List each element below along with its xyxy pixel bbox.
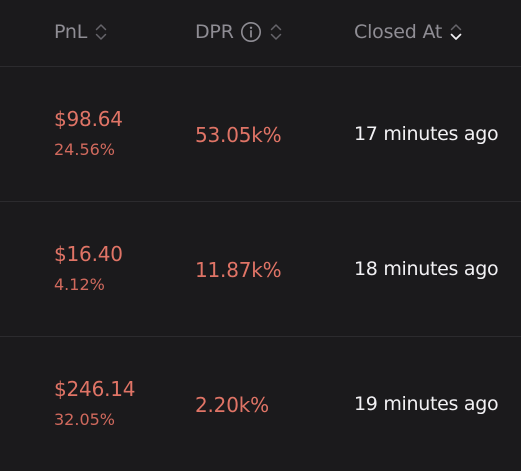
closed-at-value: 17 minutes ago (354, 123, 499, 145)
pnl-percent: 24.56% (54, 140, 116, 159)
column-header-label: PnL (54, 21, 88, 43)
info-icon[interactable] (240, 21, 262, 43)
closed-at-value: 18 minutes ago (354, 258, 499, 280)
table-header: PnL DPR Closed At (0, 0, 521, 67)
sort-icon[interactable] (269, 18, 283, 46)
column-header-dpr[interactable]: DPR (195, 17, 283, 47)
table-row[interactable]: $16.40 4.12% 11.87k% 18 minutes ago (0, 202, 521, 337)
table-row[interactable]: $98.64 24.56% 53.05k% 17 minutes ago (0, 67, 521, 202)
pnl-percent: 32.05% (54, 410, 116, 429)
pnl-amount: $16.40 (54, 242, 123, 266)
dpr-value: 11.87k% (195, 258, 282, 282)
column-header-label: DPR (195, 21, 234, 43)
column-header-closed-at[interactable]: Closed At (354, 17, 463, 47)
dpr-value: 2.20k% (195, 393, 269, 417)
table-row[interactable]: $246.14 32.05% 2.20k% 19 minutes ago (0, 337, 521, 471)
pnl-percent: 4.12% (54, 275, 105, 294)
sort-icon[interactable] (94, 18, 108, 46)
pnl-amount: $98.64 (54, 107, 123, 131)
closed-at-value: 19 minutes ago (354, 393, 499, 415)
pnl-amount: $246.14 (54, 377, 136, 401)
sort-desc-icon[interactable] (449, 18, 463, 46)
column-header-label: Closed At (354, 21, 443, 43)
dpr-value: 53.05k% (195, 123, 282, 147)
column-header-pnl[interactable]: PnL (54, 17, 108, 47)
